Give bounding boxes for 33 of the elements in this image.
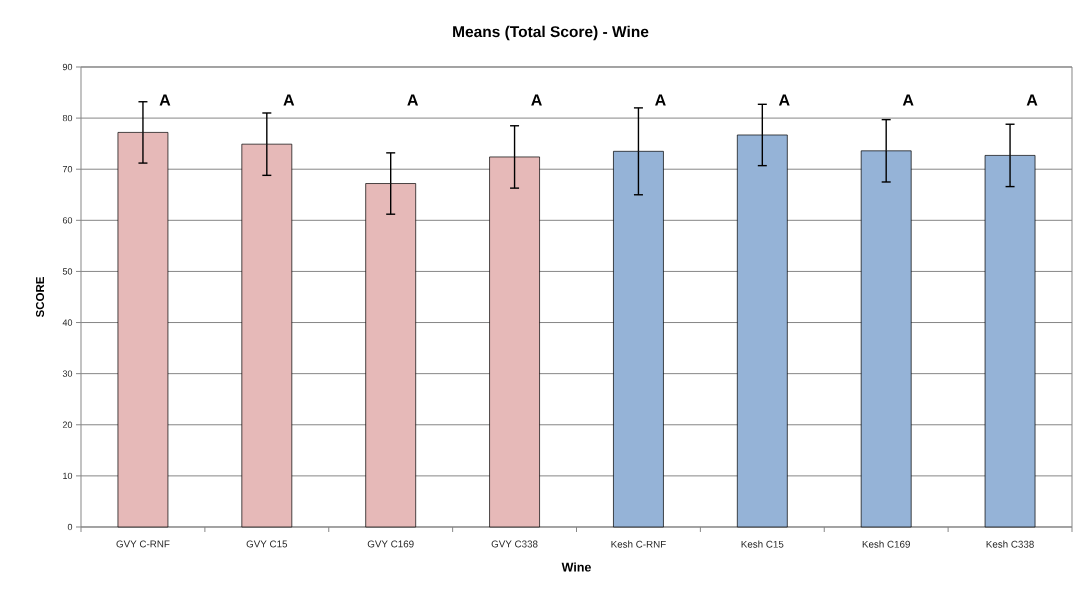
x-tick-label: Kesh C-RNF <box>611 540 666 548</box>
annotation: A <box>407 94 419 106</box>
x-tick-label: GVY C-RNF <box>116 540 170 548</box>
y-tick-label: 30 <box>62 370 73 377</box>
x-tick-label: GVY C15 <box>246 540 288 548</box>
x-tick-label: Kesh C169 <box>862 540 910 548</box>
annotation: A <box>778 94 790 106</box>
y-tick-label: 80 <box>62 114 73 122</box>
x-tick-label: GVY C169 <box>367 540 414 548</box>
bar <box>613 150 664 528</box>
x-axis-title: Wine <box>561 562 591 572</box>
annotation: A <box>1026 94 1038 106</box>
annotation: A <box>902 94 914 106</box>
y-tick-label: 40 <box>62 319 73 326</box>
bar <box>984 155 1036 528</box>
x-tick-label: GVY C338 <box>491 540 538 548</box>
y-tick-label: 50 <box>62 268 73 275</box>
y-tick-label: 10 <box>63 472 73 480</box>
annotation: A <box>531 94 542 106</box>
annotation: A <box>159 94 171 106</box>
y-tick-label: 70 <box>62 166 73 173</box>
chart-title: Means (Total Score) - Wine <box>453 25 649 41</box>
x-tick-label: Kesh C338 <box>986 540 1034 548</box>
y-tick-label: 20 <box>62 421 73 428</box>
y-tick-label: 90 <box>62 63 73 71</box>
annotation: A <box>655 94 666 106</box>
bar <box>241 143 293 528</box>
y-axis-title: SCORE <box>35 277 45 318</box>
bar <box>117 132 169 528</box>
x-tick-label: Kesh C15 <box>741 540 784 548</box>
annotation: A <box>283 94 295 106</box>
y-tick-label: 0 <box>67 523 73 531</box>
y-tick-label: 60 <box>62 217 73 224</box>
